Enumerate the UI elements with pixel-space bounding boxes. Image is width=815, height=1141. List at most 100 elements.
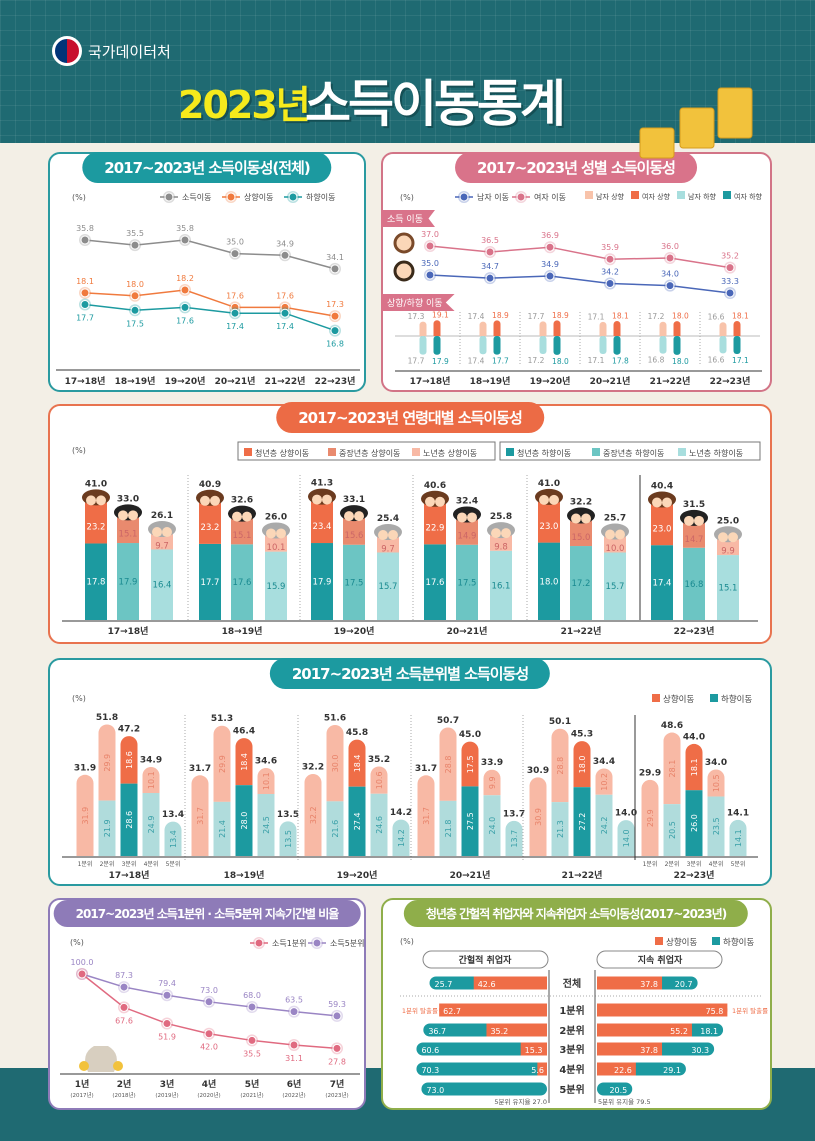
quintile-down-value: 24.2 (600, 816, 609, 834)
quintile-sublabel: 3분위 (687, 860, 702, 868)
legend-age-down-2-swatch (678, 448, 686, 456)
gender-down-bar (673, 336, 681, 355)
face-icon (312, 494, 322, 505)
gender-down-label: 16.8 (648, 356, 665, 365)
overall-value-label: 34.9 (276, 239, 294, 248)
overall-value-label: 35.0 (226, 238, 244, 247)
age-down-bar (231, 544, 253, 620)
intermittent-up-value: 35.2 (490, 1027, 508, 1036)
legend-quintile-up-label: 상향이동 (663, 694, 694, 705)
quintile-up-bar (348, 739, 366, 787)
quintile-down-bar (617, 820, 635, 856)
quintile-down-bar (729, 819, 747, 856)
face-icon (86, 495, 96, 506)
face-icon (378, 530, 388, 541)
face-icon (684, 515, 694, 526)
persistence-category-label: 5년 (245, 1078, 260, 1090)
overall-point (130, 305, 140, 315)
face-icon (200, 495, 210, 506)
quintile-total-label: 44.0 (683, 732, 705, 742)
age-legend-down-box (499, 441, 761, 461)
quintile-up-value: 18.0 (578, 756, 587, 774)
age-category-label: 18→19년 (222, 625, 263, 637)
quintile-total-label: 45.3 (571, 730, 593, 740)
gender-value-label: 35.2 (721, 252, 739, 261)
q1-exit-note-right: 1분위 탈출률 (732, 1006, 768, 1015)
legend-age-up-1-swatch (328, 448, 336, 456)
legend-quintile-down-label: 하향이동 (721, 694, 752, 705)
quintile-up-value: 30.0 (331, 754, 340, 772)
gender-value-label: 37.0 (421, 230, 439, 239)
quintile-down-value: 24.0 (488, 817, 497, 835)
quintile-total-label: 34.0 (705, 758, 727, 768)
org-name: 국가데이터처 (88, 42, 171, 61)
quintile-sublabel: 1분위 (643, 860, 658, 868)
gender-up-label: 17.3 (408, 312, 425, 321)
quintile-up-value: 31.9 (81, 807, 90, 825)
legend-age-up-0-label: 청년층 상향이동 (255, 448, 309, 458)
age-down-value: 16.1 (492, 581, 511, 591)
quintile-total-label: 45.8 (346, 728, 368, 738)
coin-stack-illustration (717, 87, 753, 139)
title-persistence: 2017~2023년 소득1분위 · 소득5분위 지속기간별 비율 (53, 900, 361, 927)
age-total-label: 25.8 (490, 512, 512, 522)
age-total-label: 40.9 (199, 480, 221, 490)
gender-point (725, 263, 735, 273)
face-icon (718, 532, 728, 543)
intermittent-bar-bg (416, 1062, 547, 1076)
age-down-value: 17.5 (345, 578, 364, 588)
quintile-down-bar (213, 801, 231, 856)
gender-point (605, 278, 615, 288)
legend-age-down-1-label: 중장년층 하향이동 (603, 448, 664, 458)
persistence-value-label: 35.5 (243, 1049, 261, 1058)
overall-category-label: 20→21년 (215, 375, 256, 387)
quintile-total-label: 33.9 (481, 758, 503, 768)
face-icon (605, 529, 615, 540)
quintile-down-bar (235, 785, 253, 856)
age-up-value: 15.1 (233, 531, 252, 541)
quintile-down-value: 28.6 (125, 811, 134, 829)
gender-point (485, 247, 495, 257)
quintile-sublabel: 2분위 (665, 860, 680, 868)
age-total-label: 40.6 (424, 481, 446, 491)
quintile-total-label: 35.2 (368, 755, 390, 765)
gender-value-label: 35.9 (601, 243, 619, 252)
quintile-category-label: 17→18년 (109, 869, 150, 881)
coin-icon (79, 1061, 89, 1071)
face-icon (232, 511, 242, 522)
continuous-down-value: 20.7 (675, 980, 693, 989)
quintile-up-value: 17.5 (466, 755, 475, 773)
overall-point (280, 250, 290, 260)
gender-up-bar (673, 321, 681, 336)
age-category-label: 19→20년 (334, 625, 375, 637)
gender-down-bar (419, 336, 427, 355)
quintile-up-value: 31.7 (196, 807, 205, 825)
age-total-label: 32.4 (456, 496, 478, 506)
age-up-value: 23.2 (87, 522, 106, 532)
persistence-value-label: 67.6 (115, 1016, 133, 1025)
age-total-label: 25.4 (377, 514, 399, 524)
continuous-up-bar (597, 1042, 663, 1056)
young-hair-icon (196, 489, 224, 506)
age-up-bar (538, 498, 560, 543)
quintile-total-label: 51.8 (96, 713, 118, 723)
young-hair-icon (82, 489, 110, 506)
quintile-up-bar (257, 767, 275, 795)
overall-value-label: 35.8 (176, 224, 194, 233)
legend-gender-3-swatch (631, 191, 639, 199)
age-total-label: 26.1 (151, 511, 173, 521)
q5-retention-note-left: 5분위 유지율 27.0 (494, 1097, 547, 1106)
quintile-down-value: 27.5 (466, 812, 475, 830)
youth-row-label: 2분위 (559, 1024, 584, 1037)
quintile-category-label: 22→23년 (674, 869, 715, 881)
middle-hair-icon (228, 505, 256, 522)
overall-value-label: 18.0 (126, 280, 144, 289)
age-down-value: 17.4 (653, 579, 672, 589)
age-down-bar (265, 551, 287, 620)
legend-quintile-up-swatch (652, 694, 660, 702)
persistence-category-label: 2년 (117, 1078, 132, 1090)
age-down-bar (85, 543, 107, 620)
gender-value-label: 36.5 (481, 236, 499, 245)
female-face-icon (393, 232, 415, 254)
age-up-value: 14.7 (685, 535, 704, 545)
